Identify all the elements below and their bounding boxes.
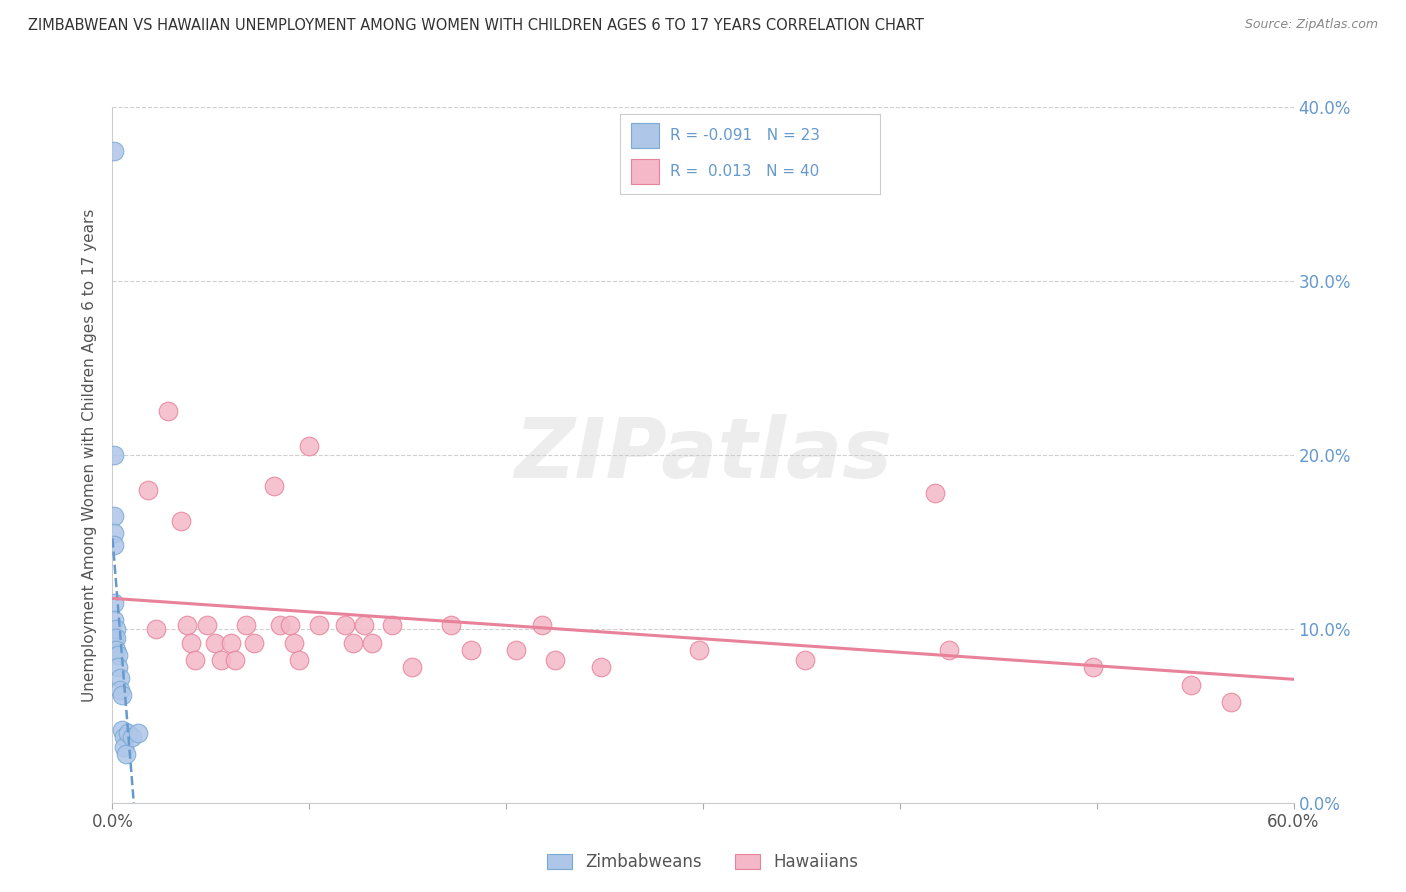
Point <box>288 653 311 667</box>
Text: ZIMBABWEAN VS HAWAIIAN UNEMPLOYMENT AMONG WOMEN WITH CHILDREN AGES 6 TO 17 YEARS: ZIMBABWEAN VS HAWAIIAN UNEMPLOYMENT AMON… <box>28 18 924 33</box>
Point <box>342 636 364 650</box>
Point <box>298 439 321 453</box>
Point <box>103 508 125 523</box>
Point <box>115 747 138 761</box>
Point <box>401 660 423 674</box>
Point <box>1219 695 1241 709</box>
Point <box>110 671 132 685</box>
FancyBboxPatch shape <box>631 159 659 185</box>
Point <box>278 618 301 632</box>
Point <box>105 631 128 645</box>
Point <box>544 653 567 667</box>
Text: ZIPatlas: ZIPatlas <box>515 415 891 495</box>
Point <box>195 618 218 632</box>
Point <box>1180 677 1202 691</box>
Point <box>112 730 135 744</box>
Point <box>381 618 404 632</box>
Point <box>180 636 202 650</box>
Point <box>111 723 134 737</box>
Point <box>505 642 527 657</box>
Point <box>107 660 129 674</box>
Point <box>176 618 198 632</box>
Point <box>235 618 257 632</box>
Point <box>333 618 356 632</box>
Point <box>105 622 128 636</box>
Point <box>361 636 384 650</box>
Point <box>688 642 710 657</box>
Point <box>308 618 330 632</box>
Point <box>110 682 132 697</box>
Text: R =  0.013   N = 40: R = 0.013 N = 40 <box>669 164 818 179</box>
Point <box>103 526 125 541</box>
Text: R = -0.091   N = 23: R = -0.091 N = 23 <box>669 128 820 143</box>
Point <box>103 538 125 552</box>
Point <box>103 596 125 610</box>
Point <box>121 730 143 744</box>
Point <box>112 740 135 755</box>
Point <box>938 642 960 657</box>
Point <box>460 642 482 657</box>
Point <box>136 483 159 497</box>
Point <box>117 726 139 740</box>
Point <box>224 653 246 667</box>
Point <box>103 631 125 645</box>
Point <box>530 618 553 632</box>
Point <box>170 514 193 528</box>
Point <box>204 636 226 650</box>
Point <box>103 144 125 158</box>
Point <box>127 726 149 740</box>
FancyBboxPatch shape <box>631 123 659 148</box>
Point <box>184 653 207 667</box>
Point <box>1081 660 1104 674</box>
Text: Source: ZipAtlas.com: Source: ZipAtlas.com <box>1244 18 1378 31</box>
Point <box>107 648 129 662</box>
Y-axis label: Unemployment Among Women with Children Ages 6 to 17 years: Unemployment Among Women with Children A… <box>82 208 97 702</box>
Point <box>145 622 167 636</box>
Point <box>263 479 285 493</box>
Legend: Zimbabweans, Hawaiians: Zimbabweans, Hawaiians <box>540 847 866 878</box>
Point <box>156 404 179 418</box>
Point <box>103 613 125 627</box>
Point <box>103 448 125 462</box>
Point <box>105 642 128 657</box>
Point <box>794 653 817 667</box>
Point <box>589 660 612 674</box>
Point <box>111 688 134 702</box>
Point <box>440 618 463 632</box>
Point <box>353 618 375 632</box>
Point <box>283 636 305 650</box>
Point <box>219 636 242 650</box>
Point <box>269 618 291 632</box>
Point <box>209 653 232 667</box>
Point <box>924 486 946 500</box>
Point <box>243 636 266 650</box>
